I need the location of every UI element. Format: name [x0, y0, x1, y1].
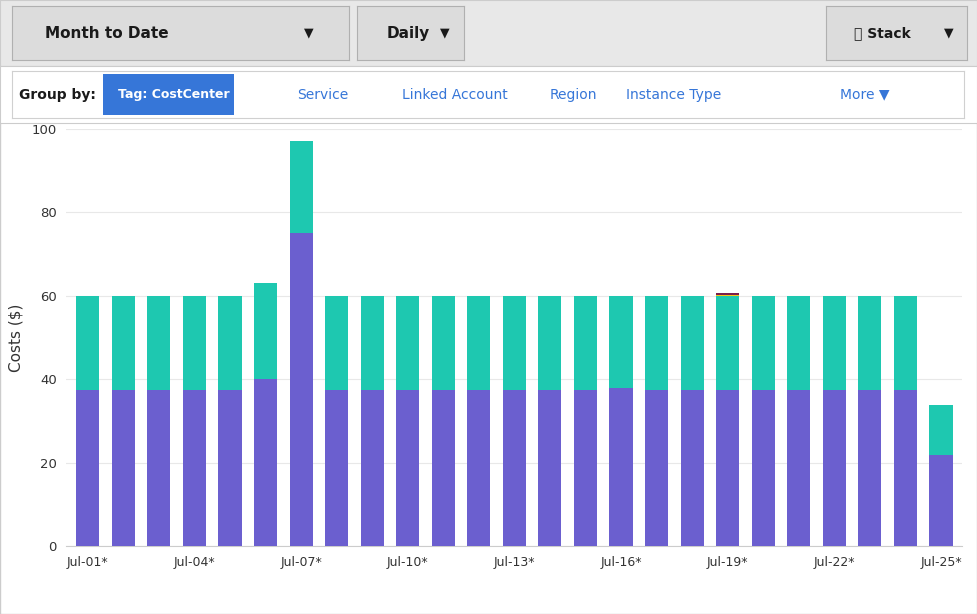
Bar — [929, 454, 953, 546]
Bar — [645, 296, 668, 390]
Bar — [76, 296, 100, 390]
Bar — [716, 390, 740, 546]
Text: ▼: ▼ — [304, 26, 314, 40]
Bar — [894, 390, 917, 546]
Bar — [610, 296, 632, 388]
Bar — [538, 390, 562, 546]
Bar — [503, 390, 526, 546]
Text: More ▼: More ▼ — [840, 88, 890, 101]
Text: Month to Date: Month to Date — [45, 26, 169, 41]
Bar — [289, 141, 313, 233]
Bar — [751, 296, 775, 390]
Text: Region: Region — [550, 88, 597, 101]
Text: Service: Service — [297, 88, 349, 101]
Bar — [538, 296, 562, 390]
Bar — [361, 296, 384, 390]
Text: Instance Type: Instance Type — [626, 88, 721, 101]
Bar — [254, 379, 277, 546]
Bar — [183, 296, 206, 390]
Bar — [432, 296, 455, 390]
Bar — [751, 390, 775, 546]
Bar — [823, 296, 846, 390]
Text: 📊 Stack: 📊 Stack — [854, 26, 911, 40]
Bar — [111, 296, 135, 390]
Bar — [397, 296, 419, 390]
Bar — [111, 390, 135, 546]
Bar — [716, 295, 740, 296]
Text: Tag: CostCenter  ✕: Tag: CostCenter ✕ — [118, 88, 249, 101]
Text: ▼: ▼ — [440, 26, 449, 40]
Bar — [573, 296, 597, 390]
Bar — [325, 390, 348, 546]
Bar — [645, 390, 668, 546]
Bar — [716, 293, 740, 295]
Text: ▼: ▼ — [944, 26, 954, 40]
Bar — [183, 390, 206, 546]
Bar — [859, 390, 881, 546]
Y-axis label: Costs ($): Costs ($) — [8, 303, 23, 372]
Bar — [716, 296, 740, 390]
Bar — [573, 390, 597, 546]
Bar — [148, 296, 170, 390]
Bar — [787, 390, 810, 546]
Bar — [681, 390, 703, 546]
Bar — [219, 390, 241, 546]
Text: Daily: Daily — [387, 26, 430, 41]
Bar — [681, 296, 703, 390]
Bar — [397, 390, 419, 546]
Bar — [503, 296, 526, 390]
Text: Linked Account: Linked Account — [403, 88, 508, 101]
Bar — [929, 405, 953, 454]
Bar — [254, 284, 277, 379]
Bar — [894, 296, 917, 390]
Bar — [325, 296, 348, 390]
Legend: EnterpriseApps, Security, Analytics, Backup, Demo, Others: EnterpriseApps, Security, Analytics, Bac… — [214, 612, 815, 614]
Bar — [467, 296, 490, 390]
Bar — [467, 390, 490, 546]
Bar — [787, 296, 810, 390]
Text: Group by:: Group by: — [20, 88, 96, 101]
Bar — [219, 296, 241, 390]
Bar — [361, 390, 384, 546]
Bar — [289, 233, 313, 546]
Bar — [823, 390, 846, 546]
Bar — [432, 390, 455, 546]
Bar — [859, 296, 881, 390]
Bar — [610, 388, 632, 546]
Bar — [148, 390, 170, 546]
Bar — [76, 390, 100, 546]
